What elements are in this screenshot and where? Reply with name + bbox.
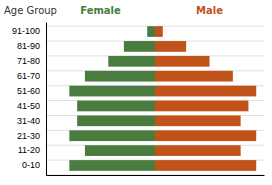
y-tick-label: 0-10 — [22, 160, 40, 170]
y-axis-line — [46, 23, 47, 176]
y-tick: 0-10 — [22, 160, 46, 170]
y-tick-label: 21-30 — [17, 131, 40, 141]
chart: 0-10 11-20 21-30 31-40 41-50 51-60 61-70 71-80 8… — [0, 0, 272, 185]
y-tick-label: 91-100 — [12, 26, 40, 36]
y-tick: 31-40 — [17, 116, 46, 126]
bar — [69, 130, 155, 141]
bar — [69, 86, 155, 97]
y-axis-title: Age Group — [4, 5, 57, 16]
grid — [46, 26, 264, 175]
y-tick-label: 61-70 — [17, 71, 40, 81]
y-tick: 51-60 — [17, 86, 46, 96]
bar — [85, 145, 155, 156]
bar — [155, 101, 248, 112]
bars — [69, 26, 256, 171]
bar — [155, 56, 210, 67]
plot: 0-10 11-20 21-30 31-40 41-50 51-60 61-70 71-80 8… — [12, 23, 265, 176]
bar — [69, 160, 155, 171]
y-tick-label: 81-90 — [17, 41, 40, 51]
header: Age Group Female Male — [4, 5, 223, 16]
y-tick: 91-100 — [12, 26, 46, 36]
y-tick: 81-90 — [17, 41, 46, 51]
bar — [155, 86, 256, 97]
y-tick-label: 71-80 — [17, 56, 40, 66]
bar — [155, 160, 256, 171]
bar — [155, 145, 241, 156]
bar — [124, 41, 155, 52]
x-axis — [47, 175, 265, 176]
bar — [77, 115, 155, 126]
bar — [155, 115, 241, 126]
bar — [155, 130, 256, 141]
bar — [85, 71, 155, 82]
series-title: Female — [80, 5, 121, 16]
bar — [155, 41, 186, 52]
y-tick: 21-30 — [17, 131, 46, 141]
bar — [155, 71, 233, 82]
series-0 — [69, 26, 155, 171]
bar — [108, 56, 155, 67]
row-divider — [46, 175, 264, 176]
bar — [155, 26, 163, 37]
y-axis: 0-10 11-20 21-30 31-40 41-50 51-60 61-70 71-80 8… — [12, 23, 47, 176]
y-tick-label: 51-60 — [17, 86, 40, 96]
y-tick-label: 31-40 — [17, 116, 40, 126]
bar — [147, 26, 155, 37]
y-tick: 61-70 — [17, 71, 46, 81]
y-tick-label: 11-20 — [18, 145, 40, 155]
series-title: Male — [196, 5, 223, 16]
y-tick: 71-80 — [17, 56, 46, 66]
bar — [77, 101, 155, 112]
y-tick: 11-20 — [18, 145, 46, 155]
series-1 — [155, 26, 256, 171]
x-axis-line — [47, 175, 265, 176]
y-tick-label: 41-50 — [17, 101, 40, 111]
y-tick: 41-50 — [17, 101, 46, 111]
